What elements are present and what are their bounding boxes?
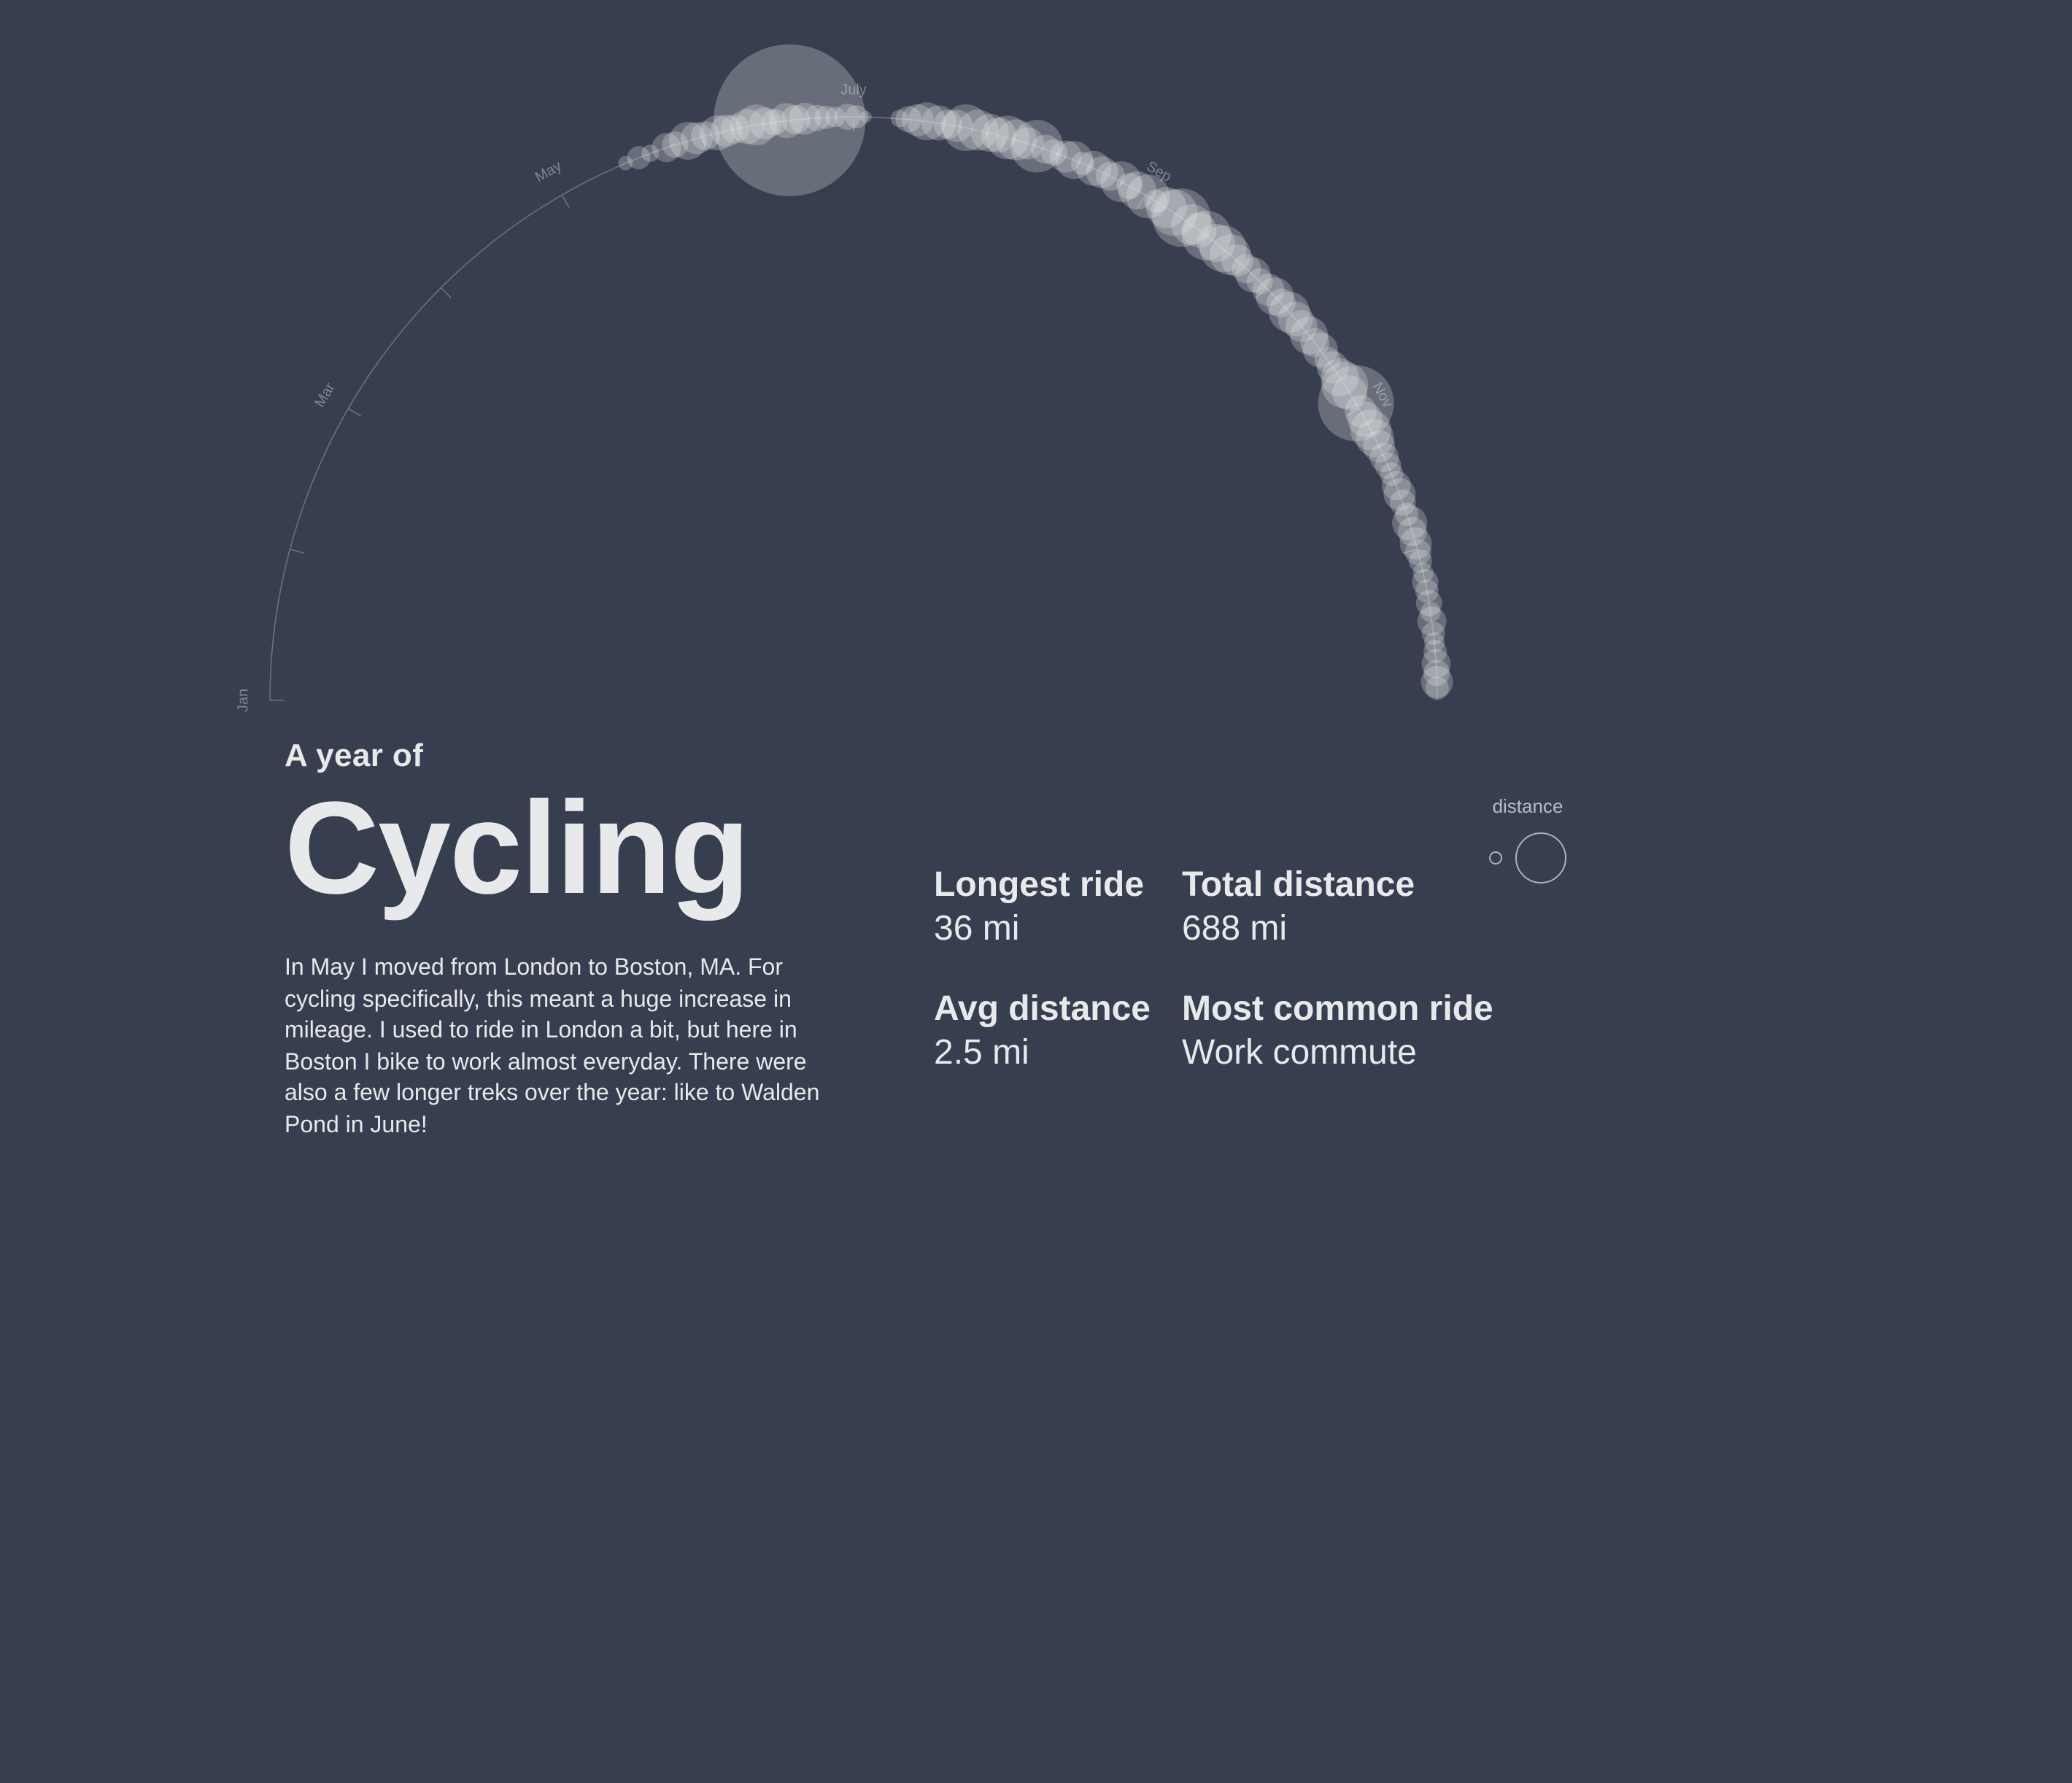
stat-avg-distance: Avg distance 2.5 mi [934,989,1151,1074]
page-title: Cycling [285,784,824,915]
stat-longest-ride: Longest ride 36 mi [934,865,1144,950]
timeline-arc [270,117,1437,700]
heading-block: A year of Cycling In May I moved from Lo… [285,737,824,1142]
legend-large-circle-icon [1515,832,1567,884]
month-tick [562,195,569,207]
legend-small-circle-icon [1488,851,1503,865]
stat-value: 2.5 mi [934,1033,1151,1074]
stat-value: 688 mi [1182,909,1415,950]
distance-legend: distance [1488,795,1567,884]
ride-bubble [860,111,872,123]
subtitle: A year of [285,737,824,775]
month-label: May [533,158,565,185]
month-label: Mar [312,380,338,410]
stat-label: Avg distance [934,989,1151,1030]
stat-value: Work commute [1182,1033,1493,1074]
ride-bubbles [618,45,1453,700]
ride-bubble [1426,676,1449,700]
body-paragraph: In May I moved from London to Boston, MA… [285,953,824,1142]
month-label: Jan [235,689,251,712]
legend-label: distance [1493,795,1563,817]
month-tick [441,287,451,298]
stat-total-distance: Total distance 688 mi [1182,865,1415,950]
month-tick [290,549,304,553]
month-tick [348,409,360,416]
stat-label: Longest ride [934,865,1144,906]
stat-value: 36 mi [934,909,1144,950]
stat-most-common-ride: Most common ride Work commute [1182,989,1493,1074]
stat-label: Total distance [1182,865,1415,906]
stat-label: Most common ride [1182,989,1493,1030]
